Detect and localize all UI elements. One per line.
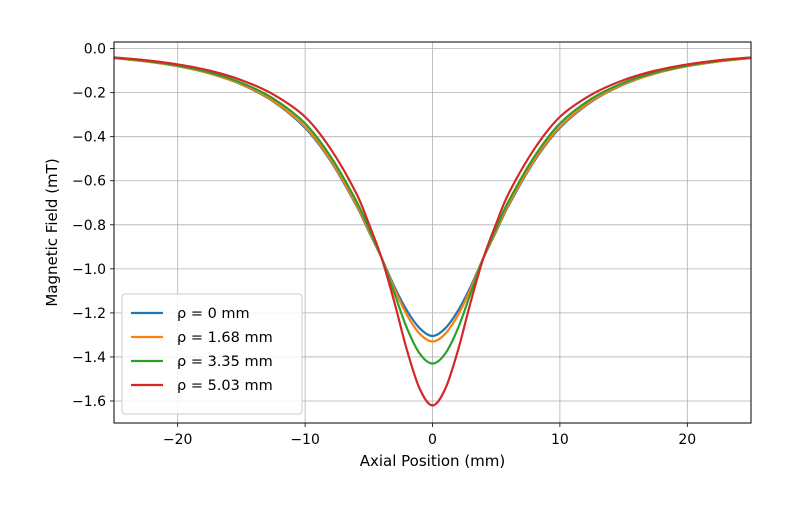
legend-box	[121, 293, 303, 415]
series-line-3	[113, 56, 752, 407]
legend-label-2: ρ = 3.35 mm	[177, 354, 273, 370]
y-tick-label: 0.0	[84, 42, 106, 58]
x-tick-label: 10	[551, 432, 569, 448]
x-tick-label: −20	[163, 432, 193, 448]
legend-label-1: ρ = 1.68 mm	[177, 330, 273, 346]
legend-label-0: ρ = 0 mm	[177, 306, 250, 322]
series-lines	[113, 56, 752, 407]
y-tick-label: −0.8	[72, 218, 106, 234]
y-tick-label: −1.2	[72, 306, 106, 322]
y-axis-title: Magnetic Field (mT)	[43, 158, 61, 306]
legend-label-3: ρ = 5.03 mm	[177, 378, 273, 394]
x-tick-label: 0	[428, 432, 437, 448]
x-tick-label: 20	[678, 432, 696, 448]
y-tick-label: −0.2	[72, 86, 106, 102]
series-line-1	[113, 56, 752, 343]
y-tick-label: −1.4	[72, 350, 106, 366]
legend: ρ = 0 mm ρ = 1.68 mm ρ = 3.35 mm ρ = 5.03 m…	[121, 293, 303, 415]
x-axis-title: Axial Position (mm)	[360, 452, 506, 470]
ticks: −20 −10 0 10 20 0.0 −0.2 −0.4 −0.6 −0.8 −1.0 −1.2 −1…	[72, 42, 696, 448]
series-line-2	[113, 56, 752, 365]
y-tick-label: −1.6	[72, 394, 106, 410]
y-tick-label: −0.4	[72, 130, 106, 146]
y-tick-label: −0.6	[72, 174, 106, 190]
x-tick-label: −10	[290, 432, 320, 448]
y-tick-label: −1.0	[72, 262, 106, 278]
